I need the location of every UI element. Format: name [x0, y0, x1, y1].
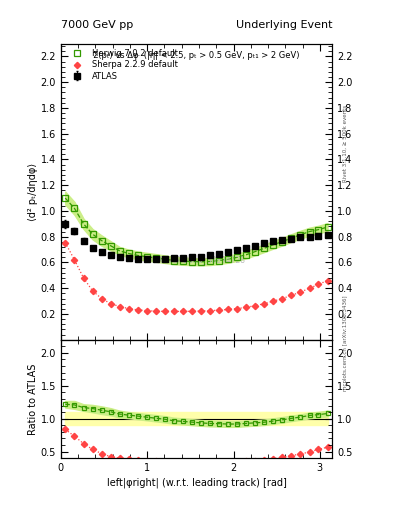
- Y-axis label: Ratio to ATLAS: Ratio to ATLAS: [28, 364, 38, 435]
- Herwig 7.0.2 default: [235, 254, 239, 261]
- Herwig 7.0.2 default: [316, 226, 321, 232]
- Herwig 7.0.2 default: [208, 259, 213, 265]
- Sherpa 2.2.9 default: [307, 285, 312, 291]
- Herwig 7.0.2 default: [90, 231, 95, 237]
- Herwig 7.0.2 default: [289, 235, 294, 241]
- Sherpa 2.2.9 default: [226, 306, 231, 312]
- Herwig 7.0.2 default: [271, 242, 276, 248]
- Text: 7000 GeV pp: 7000 GeV pp: [61, 20, 133, 30]
- Sherpa 2.2.9 default: [280, 295, 285, 302]
- Herwig 7.0.2 default: [181, 258, 185, 264]
- Herwig 7.0.2 default: [307, 228, 312, 234]
- Herwig 7.0.2 default: [172, 258, 176, 264]
- Legend: Herwig 7.0.2 default, Sherpa 2.2.9 default, ATLAS: Herwig 7.0.2 default, Sherpa 2.2.9 defau…: [63, 46, 181, 84]
- Herwig 7.0.2 default: [81, 221, 86, 227]
- X-axis label: left|φright| (w.r.t. leading track) [rad]: left|φright| (w.r.t. leading track) [rad…: [107, 477, 286, 488]
- Herwig 7.0.2 default: [135, 252, 140, 259]
- Text: Σ(pₜ) vs Δφ  (|η| < 2.5, pₜ > 0.5 GeV, pₜ₁ > 2 GeV): Σ(pₜ) vs Δφ (|η| < 2.5, pₜ > 0.5 GeV, pₜ…: [93, 51, 300, 60]
- Y-axis label: ⟨d² pₜ/dηdφ⟩: ⟨d² pₜ/dηdφ⟩: [28, 163, 38, 221]
- Sherpa 2.2.9 default: [316, 281, 321, 287]
- Herwig 7.0.2 default: [280, 239, 285, 245]
- Sherpa 2.2.9 default: [181, 308, 185, 314]
- Sherpa 2.2.9 default: [325, 278, 330, 284]
- Herwig 7.0.2 default: [262, 245, 266, 251]
- Sherpa 2.2.9 default: [262, 301, 266, 307]
- Herwig 7.0.2 default: [253, 248, 258, 254]
- Line: Sherpa 2.2.9 default: Sherpa 2.2.9 default: [63, 240, 330, 314]
- Sherpa 2.2.9 default: [298, 289, 303, 295]
- Herwig 7.0.2 default: [63, 195, 68, 201]
- Herwig 7.0.2 default: [244, 252, 249, 258]
- Sherpa 2.2.9 default: [81, 275, 86, 281]
- Herwig 7.0.2 default: [226, 256, 231, 262]
- Sherpa 2.2.9 default: [108, 301, 113, 307]
- Sherpa 2.2.9 default: [72, 257, 77, 263]
- Sherpa 2.2.9 default: [235, 306, 239, 312]
- Sherpa 2.2.9 default: [99, 295, 104, 302]
- Herwig 7.0.2 default: [217, 258, 222, 264]
- Herwig 7.0.2 default: [199, 259, 204, 265]
- Sherpa 2.2.9 default: [253, 303, 258, 309]
- Herwig 7.0.2 default: [118, 248, 122, 254]
- Herwig 7.0.2 default: [99, 238, 104, 244]
- Sherpa 2.2.9 default: [63, 240, 68, 246]
- Sherpa 2.2.9 default: [126, 306, 131, 312]
- Herwig 7.0.2 default: [126, 250, 131, 257]
- Text: Rivet 3.1.10, ≥ 500k events: Rivet 3.1.10, ≥ 500k events: [343, 105, 348, 182]
- Sherpa 2.2.9 default: [217, 307, 222, 313]
- Sherpa 2.2.9 default: [163, 308, 167, 314]
- Sherpa 2.2.9 default: [135, 307, 140, 313]
- Herwig 7.0.2 default: [190, 259, 195, 265]
- Sherpa 2.2.9 default: [244, 304, 249, 310]
- Sherpa 2.2.9 default: [199, 308, 204, 314]
- Herwig 7.0.2 default: [108, 243, 113, 249]
- Sherpa 2.2.9 default: [145, 308, 149, 314]
- Herwig 7.0.2 default: [163, 256, 167, 262]
- Sherpa 2.2.9 default: [118, 304, 122, 310]
- Text: Underlying Event: Underlying Event: [235, 20, 332, 30]
- Herwig 7.0.2 default: [145, 253, 149, 260]
- Herwig 7.0.2 default: [154, 255, 158, 261]
- Herwig 7.0.2 default: [72, 205, 77, 211]
- Sherpa 2.2.9 default: [154, 308, 158, 314]
- Sherpa 2.2.9 default: [271, 298, 276, 304]
- Herwig 7.0.2 default: [298, 232, 303, 238]
- Sherpa 2.2.9 default: [208, 308, 213, 314]
- Text: ATLAS_2010_S8894728: ATLAS_2010_S8894728: [158, 255, 246, 264]
- Line: Herwig 7.0.2 default: Herwig 7.0.2 default: [62, 196, 330, 265]
- Sherpa 2.2.9 default: [90, 288, 95, 294]
- Text: mcplots.cern.ch [arXiv:1306.3436]: mcplots.cern.ch [arXiv:1306.3436]: [343, 295, 348, 391]
- Herwig 7.0.2 default: [325, 224, 330, 230]
- Sherpa 2.2.9 default: [172, 308, 176, 314]
- Sherpa 2.2.9 default: [190, 308, 195, 314]
- Sherpa 2.2.9 default: [289, 292, 294, 298]
